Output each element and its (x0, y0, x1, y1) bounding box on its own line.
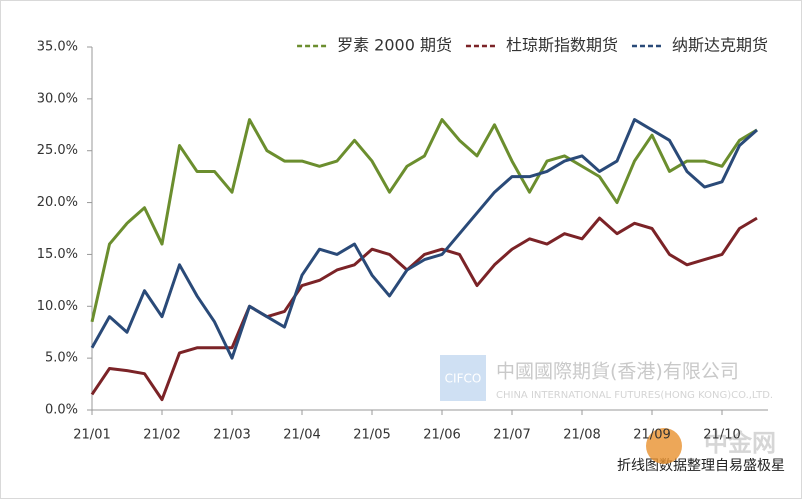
x-tick-label: 21/05 (353, 428, 390, 443)
y-tick-label: 15.0% (37, 247, 78, 262)
caption: 折线图数据整理自易盛极星 (617, 458, 785, 474)
x-tick-label: 21/10 (703, 428, 740, 443)
line-series (90, 118, 758, 360)
x-tick-label: 21/08 (563, 428, 600, 443)
legend-label: 纳斯达克期货 (672, 36, 768, 55)
line-series (90, 118, 758, 323)
y-tick-label: 25.0% (37, 143, 78, 158)
y-tick-label: 35.0% (37, 40, 78, 55)
watermark-company: 中國國際期貨(香港)有限公司 (496, 361, 739, 383)
y-tick-label: 10.0% (37, 299, 78, 314)
legend-label: 杜琼斯指数期货 (506, 36, 618, 55)
x-tick-label: 21/02 (143, 428, 180, 443)
y-tick-label: 20.0% (37, 195, 78, 210)
y-tick-label: 0.0% (45, 403, 78, 418)
x-tick-label: 21/04 (283, 428, 320, 443)
legend-label: 罗素 2000 期货 (337, 36, 452, 55)
y-tick-label: 30.0% (37, 91, 78, 106)
watermark-company-en: CHINA INTERNATIONAL FUTURES(HONG KONG)CO… (496, 390, 773, 401)
line-series (90, 216, 758, 402)
y-tick-label: 5.0% (45, 351, 78, 366)
x-tick-label: 21/03 (213, 428, 250, 443)
x-tick-label: 21/06 (423, 428, 460, 443)
x-tick-label: 21/07 (493, 428, 530, 443)
site-logo: 中金网 (704, 429, 776, 457)
x-tick-label: 21/09 (633, 428, 670, 443)
x-tick-label: 21/01 (73, 428, 110, 443)
watermark-logo-box (440, 355, 486, 401)
watermark-logo: CIFCO (445, 372, 482, 386)
site-logo-icon (646, 428, 682, 464)
